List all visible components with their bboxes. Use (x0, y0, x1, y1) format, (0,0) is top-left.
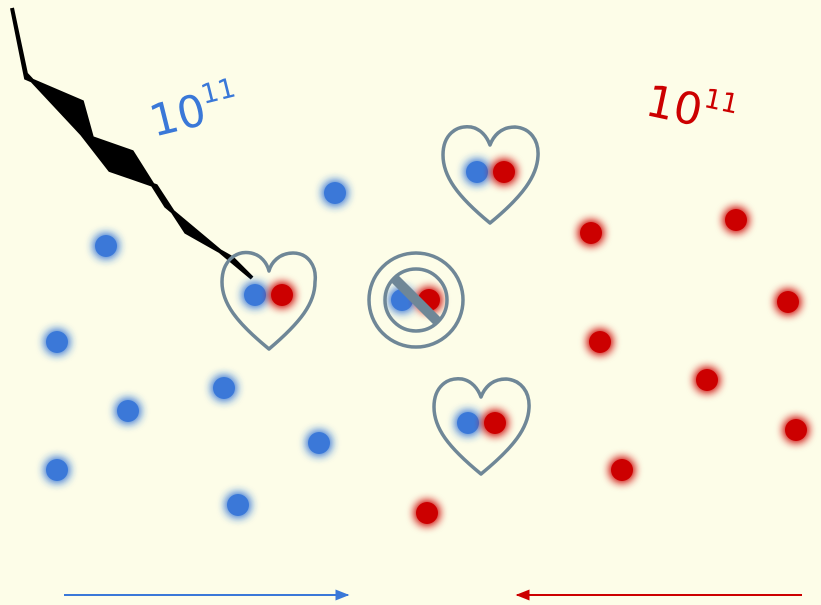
red-particle (484, 412, 506, 434)
red-count-exp: 11 (701, 83, 741, 120)
blue-particle (95, 235, 117, 257)
blue-count-label: 1011 (144, 72, 245, 147)
blue-particle (324, 182, 346, 204)
blue-particle (46, 459, 68, 481)
blue-count-exp: 11 (198, 72, 239, 110)
blue-particle (227, 494, 249, 516)
heart-icon (220, 250, 317, 351)
red-particle (611, 459, 633, 481)
lightning-needle-icon (10, 7, 254, 280)
forbidden-pair (367, 251, 465, 349)
red-particle (589, 331, 611, 353)
red-particle (785, 419, 807, 441)
heart-icon (441, 125, 540, 225)
red-particle (725, 209, 747, 231)
blue-particle (466, 161, 488, 183)
blue-particle (46, 331, 68, 353)
paired-heart-bottom (432, 377, 531, 476)
blue-particle (457, 412, 479, 434)
red-count-base: 10 (642, 75, 707, 137)
blue-particle (244, 284, 266, 306)
red-particle (696, 369, 718, 391)
paired-heart-left (220, 250, 317, 351)
blue-particles (46, 182, 346, 516)
red-count-label: 1011 (642, 72, 742, 145)
blue-particle (117, 400, 139, 422)
red-particles (416, 209, 807, 524)
blue-particle (308, 432, 330, 454)
paired-heart-top (441, 125, 540, 225)
no-entry-icon (367, 251, 465, 349)
red-particle (271, 284, 293, 306)
heart-icon (432, 377, 531, 476)
red-particle (493, 161, 515, 183)
red-particle (416, 502, 438, 524)
blue-particle (213, 377, 235, 399)
red-particle (777, 291, 799, 313)
red-particle (580, 222, 602, 244)
